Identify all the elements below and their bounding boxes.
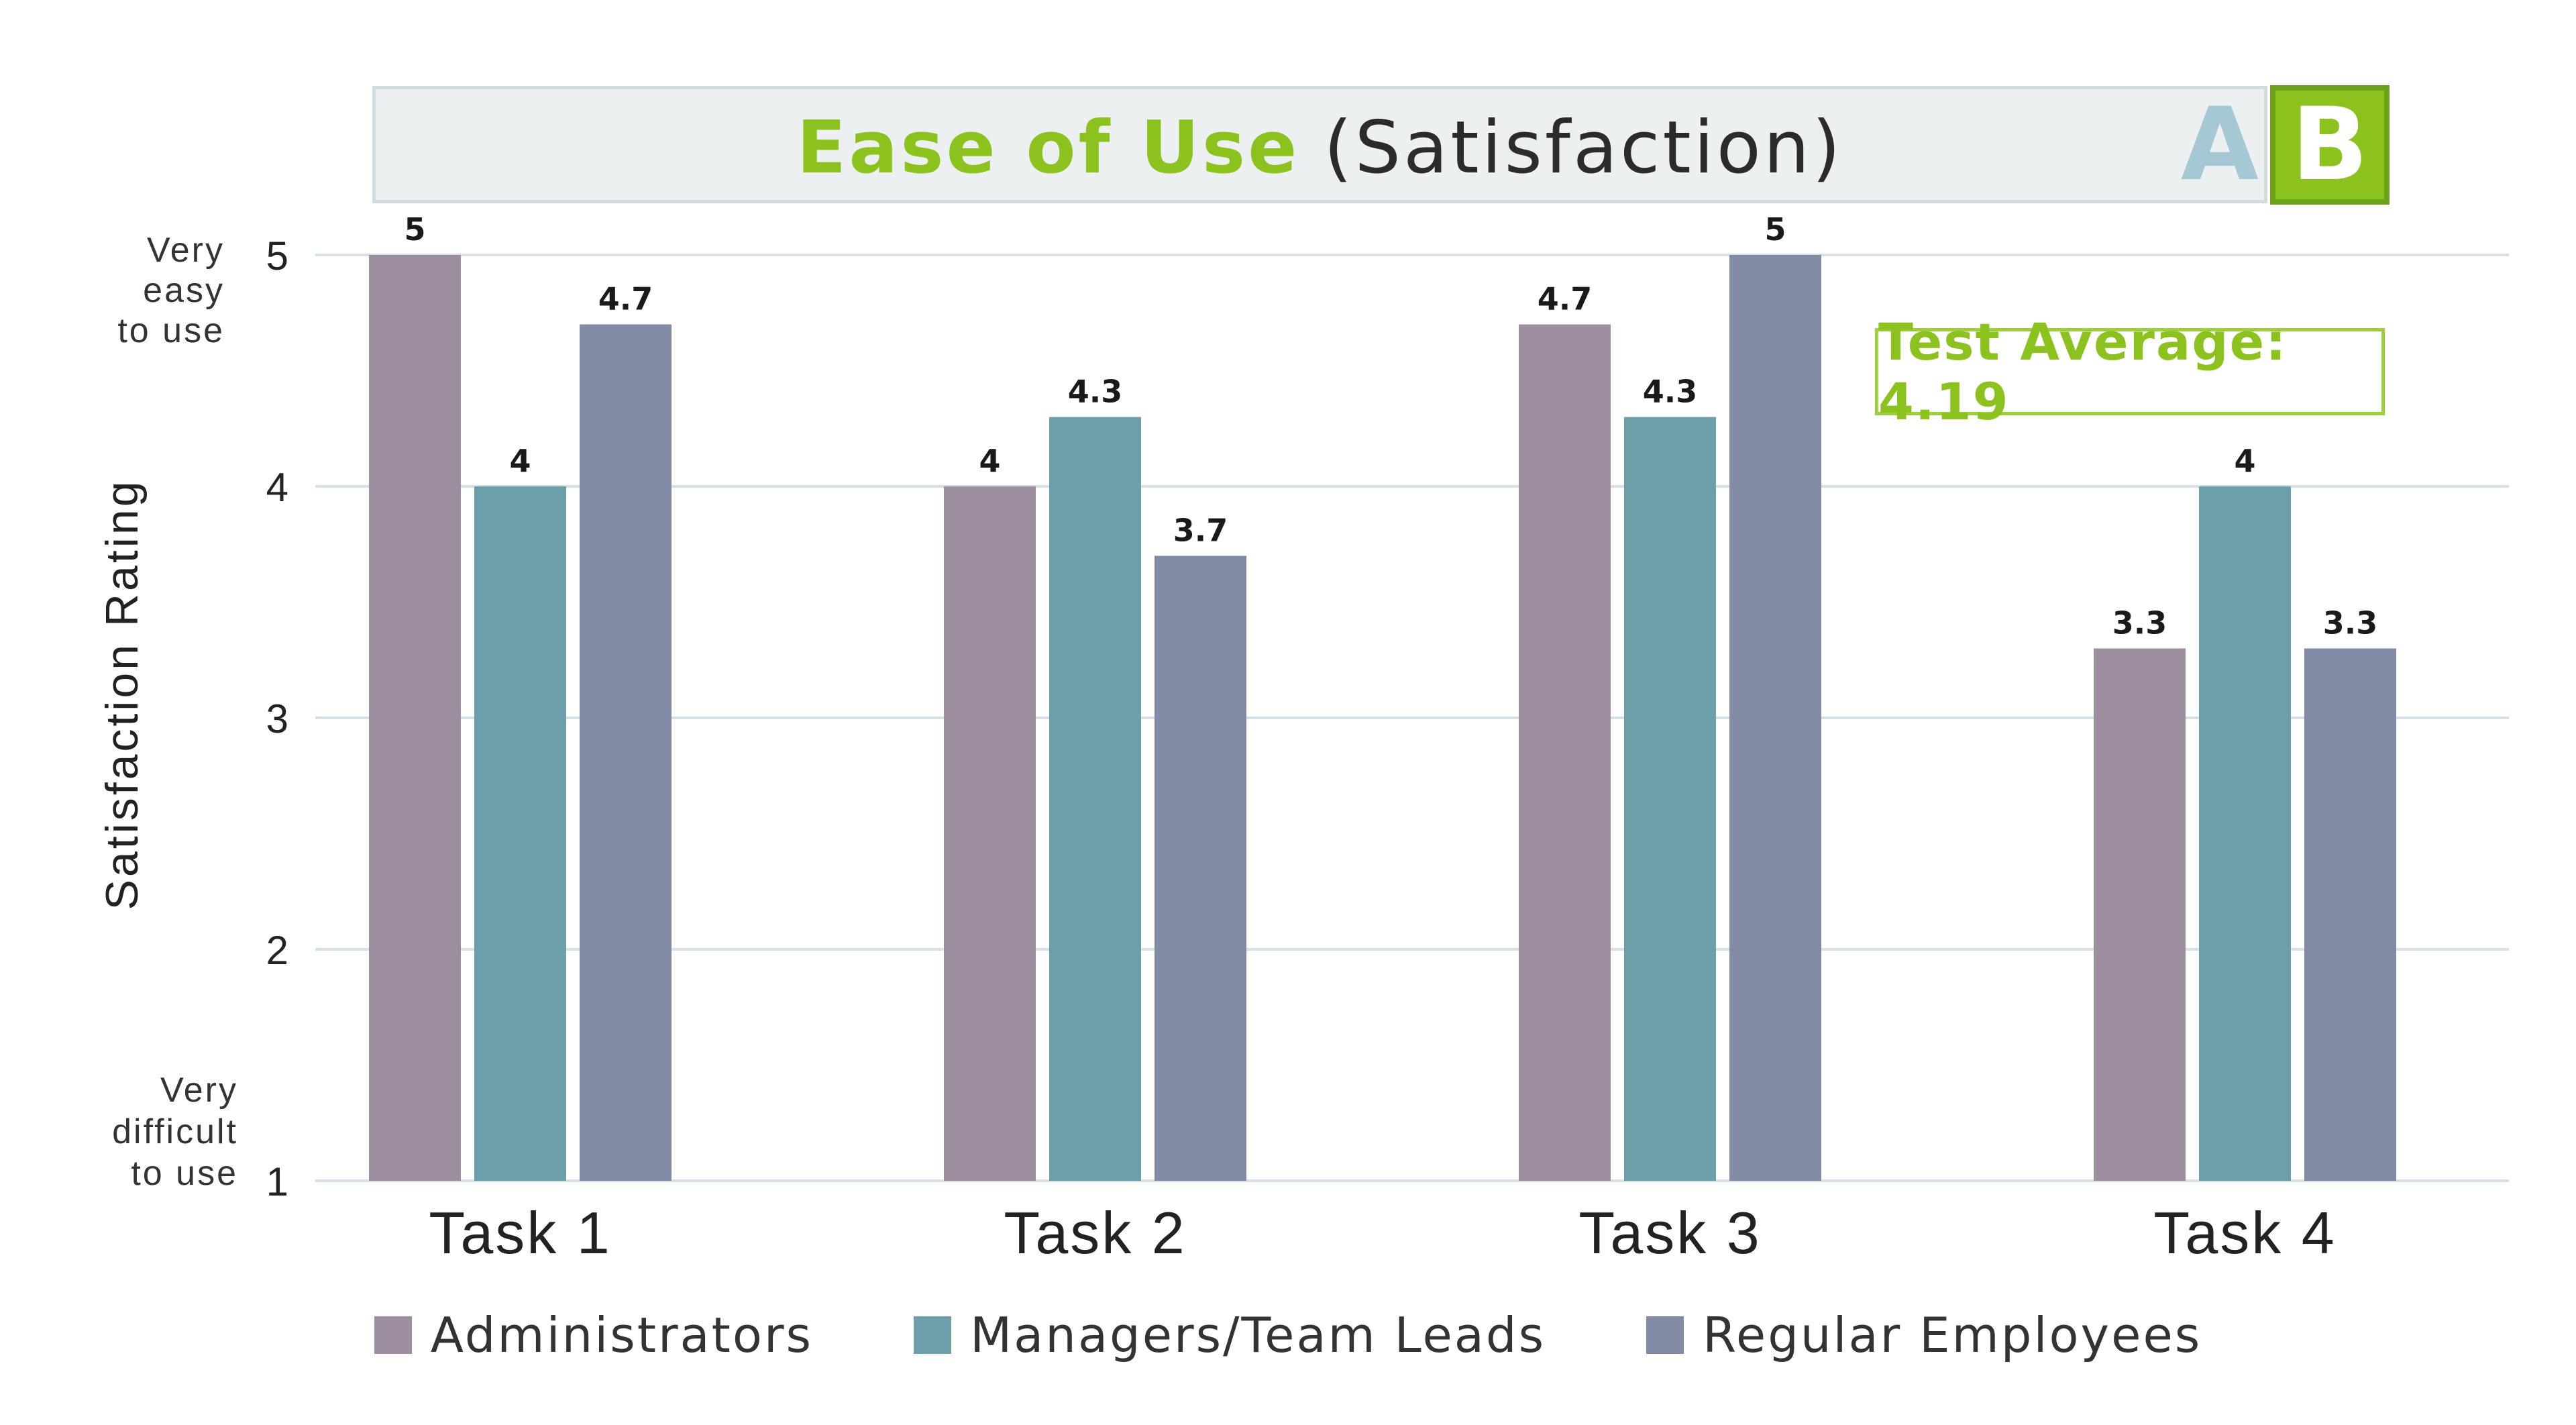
data-label: 4.7	[598, 281, 653, 317]
y-top-caption: to use	[117, 311, 225, 350]
bar	[2304, 648, 2396, 1181]
variant-a-label: A	[2180, 86, 2259, 203]
legend-swatch	[1646, 1316, 1684, 1354]
data-label: 4	[979, 443, 1000, 479]
y-bottom-caption: difficult	[112, 1112, 238, 1151]
legend-label: Regular Employees	[1703, 1307, 2202, 1363]
y-axis-title: Satisfaction Rating	[97, 479, 148, 910]
bar	[1049, 417, 1141, 1181]
chart-title: Ease of Use (Satisfaction)	[376, 89, 2264, 207]
bar	[1624, 417, 1716, 1181]
data-label: 3.3	[2323, 605, 2378, 641]
legend: Administrators Managers/Team Leads Regul…	[0, 1302, 2576, 1369]
bar	[1155, 556, 1246, 1181]
data-label: 4	[2234, 443, 2255, 479]
data-label: 3.7	[1173, 513, 1228, 549]
y-tick-label: 1	[266, 1159, 288, 1204]
data-label: 4.7	[1538, 281, 1593, 317]
x-tick-label: Task 2	[1004, 1200, 1186, 1266]
test-average-annotation: Test Average: 4.19	[1875, 312, 2385, 431]
bar	[369, 255, 461, 1181]
legend-item: Administrators	[374, 1307, 813, 1363]
data-label: 4.3	[1643, 374, 1698, 410]
bar	[1729, 255, 1821, 1181]
legend-swatch	[914, 1316, 952, 1354]
legend-item: Regular Employees	[1646, 1307, 2202, 1363]
y-top-caption: Very	[147, 231, 225, 270]
y-bottom-caption: Very	[160, 1071, 238, 1110]
y-tick-label: 5	[266, 233, 288, 278]
legend-label: Managers/Team Leads	[970, 1307, 1546, 1363]
chart-title-sub: (Satisfaction)	[1324, 106, 1843, 190]
y-tick-label: 2	[266, 928, 288, 973]
bar	[2199, 486, 2291, 1181]
x-tick-label: Task 4	[2153, 1200, 2336, 1266]
bar	[2094, 648, 2186, 1181]
x-tick-label: Task 3	[1578, 1200, 1761, 1266]
data-label: 4	[509, 443, 531, 479]
legend-swatch	[374, 1316, 412, 1354]
variant-b-label-selected: B	[2270, 85, 2390, 205]
x-tick-label: Task 1	[429, 1200, 611, 1266]
chart-title-main: Ease of Use	[796, 106, 1300, 190]
y-bottom-caption: to use	[131, 1154, 238, 1193]
y-tick-label: 4	[266, 465, 288, 510]
data-label: 5	[404, 211, 425, 248]
chart-title-bar: Ease of Use (Satisfaction)	[372, 86, 2267, 203]
bar	[1519, 324, 1611, 1181]
legend-label: Administrators	[430, 1307, 814, 1363]
bar	[944, 486, 1036, 1181]
bar	[474, 486, 566, 1181]
bar	[580, 324, 672, 1181]
y-tick-label: 3	[266, 696, 288, 741]
data-label: 3.3	[2112, 605, 2167, 641]
data-label: 5	[1764, 211, 1786, 248]
legend-item: Managers/Team Leads	[914, 1307, 1546, 1363]
y-top-caption: easy	[143, 271, 225, 310]
data-label: 4.3	[1068, 374, 1123, 410]
